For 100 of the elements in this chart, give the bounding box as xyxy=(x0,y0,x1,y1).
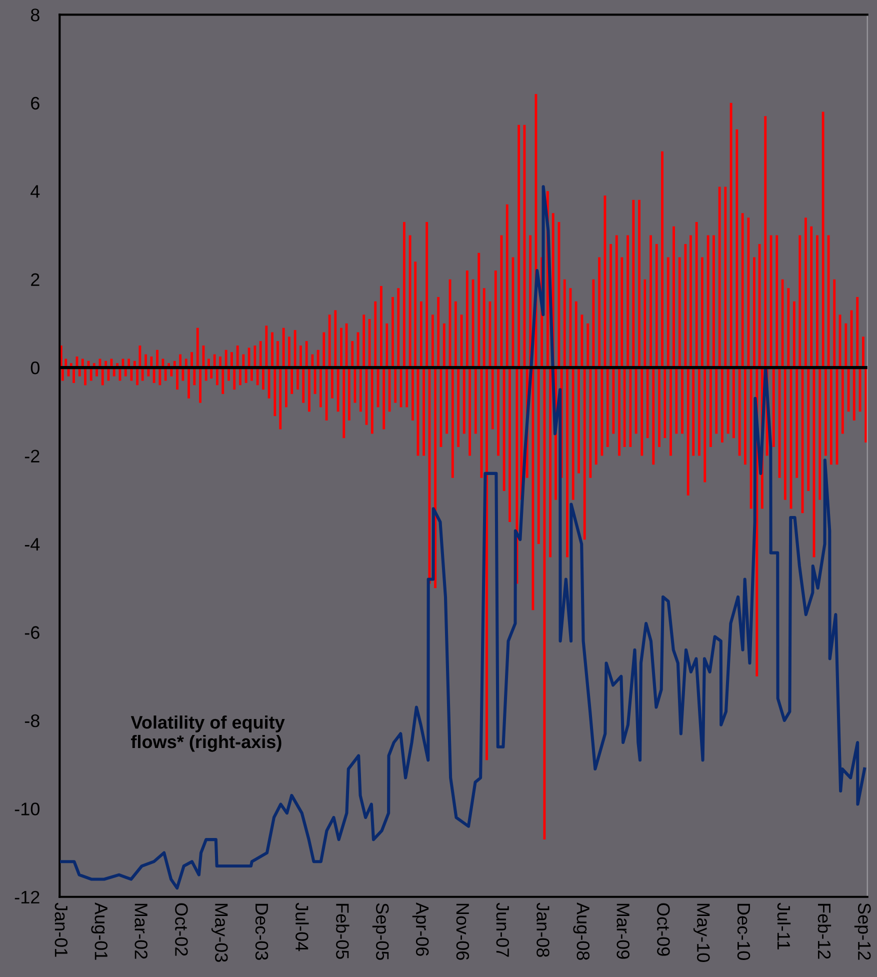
bar xyxy=(368,319,371,368)
bar xyxy=(724,186,727,368)
bar xyxy=(606,368,609,447)
bar xyxy=(830,368,832,465)
bar xyxy=(784,368,786,500)
bar xyxy=(230,352,233,368)
bar xyxy=(394,368,397,403)
bar xyxy=(474,368,477,434)
bar xyxy=(658,368,660,447)
bar xyxy=(176,368,178,390)
bar xyxy=(612,368,615,434)
bar xyxy=(638,200,640,368)
bar xyxy=(506,204,508,368)
x-tick-label: Nov-06 xyxy=(456,904,470,960)
bar xyxy=(348,368,350,420)
bar xyxy=(442,323,446,368)
bar xyxy=(626,235,629,368)
bar xyxy=(457,368,460,447)
bar xyxy=(529,235,532,368)
y-tick-label: -12 xyxy=(14,890,40,904)
bar xyxy=(408,235,412,368)
bar xyxy=(416,368,420,456)
bar xyxy=(592,279,595,368)
bar xyxy=(494,270,497,368)
bar xyxy=(446,368,448,434)
bar xyxy=(600,368,604,456)
y-tick-label: 8 xyxy=(30,8,40,22)
bar xyxy=(736,129,738,368)
bar xyxy=(188,368,190,398)
bar xyxy=(566,368,568,558)
bar xyxy=(374,301,377,368)
bar xyxy=(543,368,546,840)
bar xyxy=(518,124,520,368)
bar xyxy=(569,288,572,368)
bar xyxy=(670,368,672,456)
bar xyxy=(706,235,710,368)
bar xyxy=(610,244,612,368)
bar xyxy=(342,368,346,438)
bar xyxy=(732,368,735,438)
bar xyxy=(340,328,342,368)
bar xyxy=(578,368,580,474)
bar xyxy=(216,368,218,386)
bar xyxy=(634,368,638,434)
bar xyxy=(747,218,750,368)
bar xyxy=(196,328,199,368)
bar xyxy=(615,235,618,368)
bar xyxy=(572,368,574,500)
bar xyxy=(202,345,205,368)
bar xyxy=(386,323,388,368)
bar xyxy=(406,368,408,408)
bar xyxy=(497,368,500,456)
bar xyxy=(772,368,775,447)
bar xyxy=(322,332,326,368)
bar xyxy=(462,368,466,434)
bar xyxy=(650,235,652,368)
x-tick-label: Apr-06 xyxy=(412,902,429,956)
bar xyxy=(852,368,856,420)
bar xyxy=(478,252,480,368)
bar xyxy=(741,213,744,368)
y-tick-label: -6 xyxy=(24,626,40,639)
bar xyxy=(750,368,752,509)
bar xyxy=(804,218,807,368)
bar xyxy=(271,332,274,368)
bar xyxy=(236,345,239,368)
bar xyxy=(604,196,606,368)
bar xyxy=(698,368,700,456)
bar xyxy=(558,222,560,368)
bar xyxy=(238,368,242,386)
bar xyxy=(684,244,687,368)
bar xyxy=(316,350,320,368)
bar xyxy=(222,368,224,394)
bar xyxy=(224,350,228,368)
bar xyxy=(770,235,772,368)
x-tick-label: Sep-12 xyxy=(854,903,871,960)
bar xyxy=(583,368,586,540)
bar xyxy=(753,257,756,368)
bar xyxy=(468,368,472,456)
bar xyxy=(776,235,778,368)
x-tick-label: Jul-04 xyxy=(296,902,309,952)
bar xyxy=(720,368,724,443)
y-tick-label: 0 xyxy=(30,361,40,374)
x-tick-label: Feb-05 xyxy=(336,904,350,959)
bar xyxy=(822,112,824,368)
y-tick-label: -4 xyxy=(24,538,40,551)
bar xyxy=(563,279,566,368)
bar xyxy=(370,368,374,434)
bar xyxy=(328,314,331,368)
bar xyxy=(681,368,684,434)
bar xyxy=(574,301,578,368)
bar xyxy=(359,368,362,412)
bar xyxy=(520,368,523,500)
bar xyxy=(451,368,454,478)
bar xyxy=(629,368,632,447)
bar xyxy=(646,368,649,438)
bar xyxy=(190,352,193,368)
bar xyxy=(709,368,712,447)
bar xyxy=(158,368,162,386)
bar xyxy=(382,368,386,430)
y-tick-label: -8 xyxy=(24,714,40,728)
bar xyxy=(330,368,334,398)
